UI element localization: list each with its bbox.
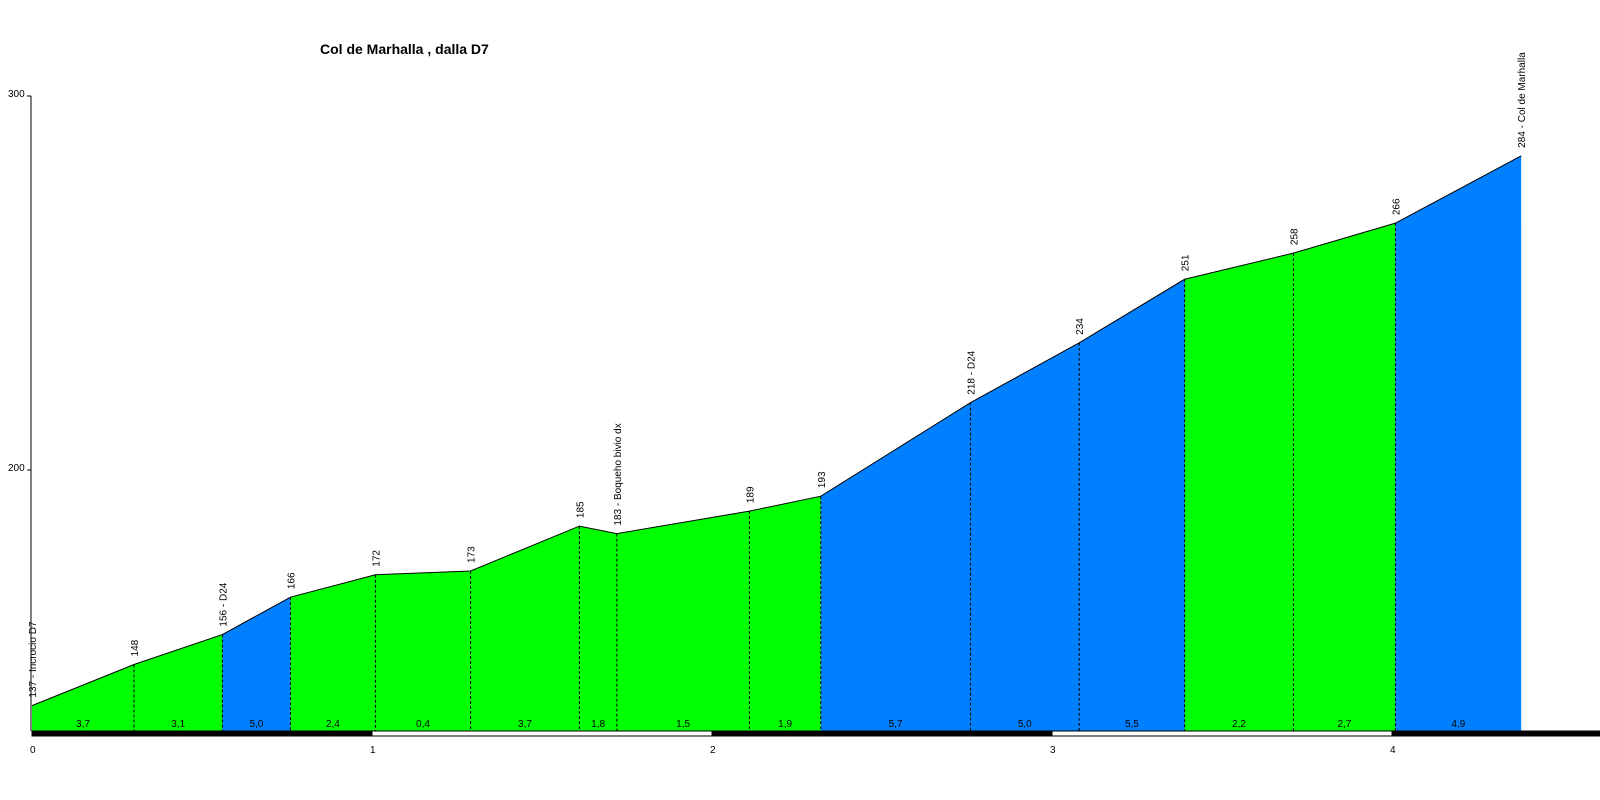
distance-band: [1391, 730, 1600, 737]
profile-segments: [32, 155, 1522, 732]
x-tick-label: 2: [710, 745, 716, 756]
x-axis: 0 1 2 3 4: [30, 730, 1600, 756]
elevation-label: 137 - Incrocio D7: [28, 621, 39, 698]
x-tick-label: 0: [30, 745, 36, 756]
profile-segment: [616, 511, 750, 731]
elevation-label: 183 - Boqueho bivio dx: [613, 423, 624, 525]
gradient-label: 2,7: [1337, 719, 1351, 730]
gradient-label: 5,5: [1125, 719, 1139, 730]
elevation-label: 218 - D24: [966, 350, 977, 394]
distance-band: [711, 730, 1053, 737]
profile-segment: [290, 574, 376, 731]
elevation-label: 172: [371, 550, 382, 567]
profile-segment: [1395, 155, 1522, 732]
chart-title: Col de Marhalla , dalla D7: [320, 41, 489, 57]
distance-band: [371, 730, 713, 737]
profile-segment: [134, 634, 223, 731]
elevation-label: 193: [817, 471, 828, 488]
gradient-label: 5,0: [249, 719, 263, 730]
gradient-labels: 3,7 3,1 5,0 2,4 0,4 3,7 1,8 1,5 1,9 5,7 5,0 5,5 2,2 2…: [76, 719, 1466, 730]
profile-segment: [1184, 253, 1294, 731]
profile-segment: [1293, 223, 1396, 731]
gradient-label: 1,5: [676, 719, 690, 730]
x-tick-label: 1: [370, 745, 376, 756]
elevation-label: 185: [575, 501, 586, 518]
gradient-label: 3,7: [518, 719, 532, 730]
profile-segment: [749, 496, 821, 731]
gradient-label: 1,8: [591, 719, 605, 730]
profile-segment: [970, 342, 1080, 731]
y-tick-label: 200: [8, 463, 25, 474]
elevation-label: 284 - Col de Marhalla: [1517, 52, 1528, 148]
distance-band: [1051, 730, 1393, 737]
profile-outline: [31, 155, 1522, 707]
gradient-label: 5,0: [1018, 719, 1032, 730]
x-tick-label: 4: [1390, 745, 1396, 756]
elevation-label: 189: [745, 486, 756, 503]
gradient-label: 5,7: [889, 719, 903, 730]
elevation-label: 258: [1289, 228, 1300, 245]
profile-segment: [579, 526, 617, 731]
elevation-label: 234: [1075, 318, 1086, 335]
profile-segment: [32, 664, 134, 731]
profile-segment: [820, 402, 971, 731]
elevation-label: 148: [130, 639, 141, 656]
gradient-label: 2,4: [326, 719, 340, 730]
profile-line: [31, 155, 1522, 707]
gradient-label: 1,9: [778, 719, 792, 730]
gradient-label: 2,2: [1232, 719, 1246, 730]
x-tick-label: 3: [1050, 745, 1056, 756]
profile-segment: [222, 597, 291, 731]
elevation-label: 166: [286, 572, 297, 589]
profile-segment: [375, 570, 471, 731]
elevation-label: 266: [1391, 198, 1402, 215]
profile-segment: [1079, 279, 1185, 731]
profile-segment: [470, 526, 580, 731]
y-axis: 200 300: [8, 89, 32, 731]
gradient-label: 4,9: [1451, 719, 1465, 730]
gradient-label: 0,4: [416, 719, 430, 730]
elevation-label: 156 - D24: [218, 582, 229, 626]
elevation-label: 173: [467, 546, 478, 563]
gradient-label: 3,1: [171, 719, 185, 730]
distance-band: [31, 730, 373, 737]
gradient-label: 3,7: [76, 719, 90, 730]
segment-dividers: [133, 223, 1396, 731]
y-tick-label: 300: [8, 89, 25, 100]
elevation-labels: 137 - Incrocio D7 148 156 - D24 166 172 173 18…: [28, 52, 1528, 698]
elevation-label: 251: [1181, 254, 1192, 271]
